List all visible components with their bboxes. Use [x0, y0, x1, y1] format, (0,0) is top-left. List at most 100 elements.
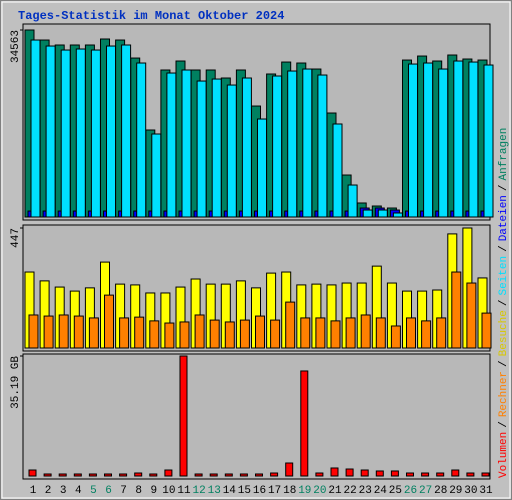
bar: [149, 320, 160, 349]
bar: [43, 473, 52, 477]
x-tick-label: 23: [359, 485, 372, 497]
bar: [345, 317, 356, 349]
bar: [423, 62, 434, 218]
bar: [194, 473, 203, 477]
x-tick-label: 14: [223, 485, 237, 497]
bar: [270, 472, 279, 477]
x-tick-label: 1: [30, 485, 37, 497]
x-tick-label: 27: [419, 485, 432, 497]
legend-entry: Volumen: [498, 432, 510, 478]
x-tick-label: 7: [120, 485, 127, 497]
bar: [121, 44, 132, 218]
x-tick-label: 29: [449, 485, 462, 497]
bar: [317, 74, 328, 218]
bar: [481, 312, 492, 349]
bar: [134, 316, 145, 349]
x-tick-label: 17: [268, 485, 281, 497]
bar: [209, 473, 218, 477]
bar: [421, 472, 430, 477]
bar: [255, 473, 263, 477]
bar: [181, 69, 192, 218]
bar: [179, 355, 188, 477]
bar: [436, 317, 447, 349]
bar: [451, 271, 462, 349]
bar: [330, 320, 341, 349]
bar: [257, 118, 267, 218]
bar: [270, 319, 281, 349]
bar: [164, 322, 175, 349]
x-tick-label: 11: [177, 485, 191, 497]
bar: [315, 472, 324, 477]
bar: [106, 45, 116, 218]
bar: [466, 282, 477, 349]
bar: [60, 49, 71, 218]
bar: [360, 469, 369, 477]
bar: [481, 472, 490, 477]
bar: [302, 68, 313, 218]
x-tick-label: 12: [192, 485, 205, 497]
bar: [134, 472, 143, 477]
bar: [421, 320, 432, 349]
bar: [406, 317, 416, 349]
bar: [272, 75, 283, 218]
bar: [315, 317, 326, 349]
legend-separator: /: [498, 245, 510, 252]
x-tick-label: 9: [150, 485, 157, 497]
bar: [483, 64, 494, 218]
x-tick-label: 10: [162, 485, 175, 497]
bar: [375, 317, 386, 349]
bar: [451, 469, 460, 477]
x-tick-label: 4: [75, 485, 82, 497]
bar: [119, 473, 128, 477]
bar: [224, 321, 235, 349]
x-tick-label: 8: [135, 485, 142, 497]
bar: [285, 462, 294, 477]
bar: [104, 294, 114, 349]
bar: [347, 184, 358, 218]
bar: [226, 84, 237, 218]
bar: [390, 325, 401, 349]
bar: [436, 472, 445, 477]
y-tick-label: 34563: [10, 30, 22, 63]
bar: [88, 473, 97, 477]
x-tick-label: 22: [343, 485, 356, 497]
y-tick-label: 35.19 GB: [10, 356, 22, 409]
x-tick-label: 18: [283, 485, 296, 497]
bar: [392, 212, 403, 218]
bar: [408, 63, 418, 218]
bar: [287, 70, 298, 218]
bar: [241, 77, 252, 218]
legend-entry: Dateien: [498, 195, 510, 241]
x-tick-label: 21: [328, 485, 342, 497]
x-tick-label: 13: [208, 485, 221, 497]
bar: [166, 72, 177, 218]
bar: [179, 321, 190, 349]
x-tick-label: 15: [238, 485, 251, 497]
y-tick-label: 447: [10, 228, 22, 248]
chart-title: Tages-Statistik im Monat Oktober 2024: [18, 9, 284, 23]
legend-separator: /: [498, 184, 510, 191]
bar: [43, 315, 54, 349]
bar: [88, 317, 99, 349]
legend-separator: /: [498, 300, 510, 307]
bar: [119, 317, 130, 349]
bar: [30, 39, 41, 218]
bar: [300, 370, 309, 477]
x-tick-label: 16: [253, 485, 266, 497]
bar: [438, 68, 449, 218]
legend-entry: Rechner: [498, 371, 510, 417]
bar: [406, 472, 414, 477]
bar: [164, 469, 173, 477]
bar: [377, 209, 388, 218]
bar: [332, 123, 343, 218]
bar: [104, 473, 112, 477]
x-tick-label: 30: [464, 485, 477, 497]
bar: [196, 80, 207, 218]
x-tick-label: 26: [404, 485, 417, 497]
bar: [75, 48, 86, 218]
bar: [28, 469, 37, 477]
x-tick-label: 3: [60, 485, 67, 497]
